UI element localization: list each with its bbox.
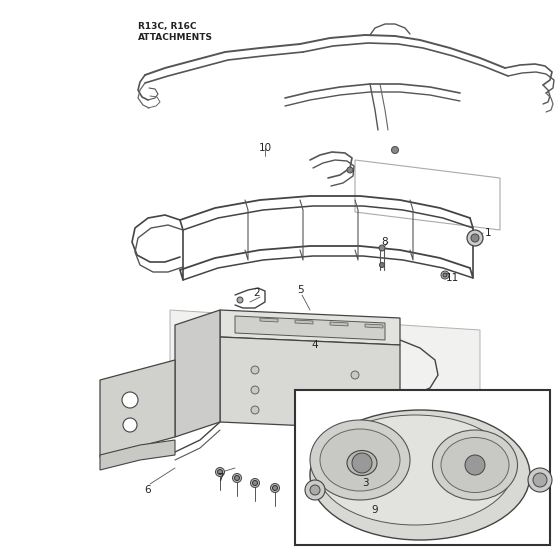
Circle shape bbox=[351, 391, 359, 399]
Text: 4: 4 bbox=[312, 340, 318, 350]
Circle shape bbox=[237, 297, 243, 303]
Circle shape bbox=[235, 475, 240, 480]
Circle shape bbox=[216, 468, 225, 477]
Ellipse shape bbox=[347, 450, 377, 475]
Circle shape bbox=[307, 488, 312, 492]
Circle shape bbox=[217, 469, 222, 474]
Circle shape bbox=[348, 488, 352, 492]
Polygon shape bbox=[330, 322, 348, 326]
Circle shape bbox=[305, 480, 325, 500]
Circle shape bbox=[533, 473, 547, 487]
Polygon shape bbox=[260, 318, 278, 322]
Ellipse shape bbox=[320, 429, 400, 491]
Circle shape bbox=[270, 483, 279, 492]
Circle shape bbox=[273, 486, 278, 491]
Text: ATTACHMENTS: ATTACHMENTS bbox=[138, 33, 213, 42]
Circle shape bbox=[441, 271, 449, 279]
Text: 1: 1 bbox=[485, 228, 491, 238]
Circle shape bbox=[251, 386, 259, 394]
Polygon shape bbox=[170, 310, 480, 430]
Text: 6: 6 bbox=[144, 485, 151, 495]
FancyBboxPatch shape bbox=[295, 390, 550, 545]
Ellipse shape bbox=[310, 420, 410, 500]
Polygon shape bbox=[100, 360, 175, 457]
Circle shape bbox=[251, 366, 259, 374]
Circle shape bbox=[528, 468, 552, 492]
Circle shape bbox=[122, 392, 138, 408]
Ellipse shape bbox=[441, 437, 509, 492]
Circle shape bbox=[253, 480, 258, 486]
Polygon shape bbox=[100, 440, 175, 470]
Circle shape bbox=[251, 406, 259, 414]
Circle shape bbox=[310, 485, 320, 495]
Circle shape bbox=[443, 273, 447, 277]
Polygon shape bbox=[175, 310, 220, 437]
Text: 9: 9 bbox=[372, 505, 379, 515]
Circle shape bbox=[467, 230, 483, 246]
Circle shape bbox=[379, 245, 385, 251]
Circle shape bbox=[232, 474, 241, 483]
Text: 8: 8 bbox=[382, 237, 388, 247]
Text: 7: 7 bbox=[217, 473, 223, 483]
Text: 10: 10 bbox=[258, 143, 272, 153]
Polygon shape bbox=[235, 316, 385, 340]
Text: R13C, R16C: R13C, R16C bbox=[138, 22, 197, 31]
Circle shape bbox=[380, 263, 385, 268]
Text: 3: 3 bbox=[362, 478, 368, 488]
Polygon shape bbox=[310, 462, 348, 472]
Circle shape bbox=[345, 483, 355, 493]
Polygon shape bbox=[365, 324, 383, 328]
Circle shape bbox=[471, 234, 479, 242]
Circle shape bbox=[346, 486, 354, 494]
Ellipse shape bbox=[432, 430, 517, 500]
Ellipse shape bbox=[318, 415, 512, 525]
Circle shape bbox=[347, 485, 353, 491]
Text: 5: 5 bbox=[297, 285, 304, 295]
Circle shape bbox=[306, 486, 315, 494]
Circle shape bbox=[465, 455, 485, 475]
Text: 11: 11 bbox=[445, 273, 459, 283]
Polygon shape bbox=[220, 310, 400, 345]
Circle shape bbox=[123, 418, 137, 432]
Circle shape bbox=[352, 453, 372, 473]
Circle shape bbox=[351, 371, 359, 379]
Ellipse shape bbox=[310, 410, 530, 540]
Polygon shape bbox=[315, 472, 345, 482]
Polygon shape bbox=[220, 337, 400, 430]
Circle shape bbox=[391, 147, 399, 153]
Polygon shape bbox=[295, 320, 313, 324]
Circle shape bbox=[347, 167, 353, 173]
Text: 2: 2 bbox=[254, 288, 260, 298]
Circle shape bbox=[250, 478, 259, 488]
